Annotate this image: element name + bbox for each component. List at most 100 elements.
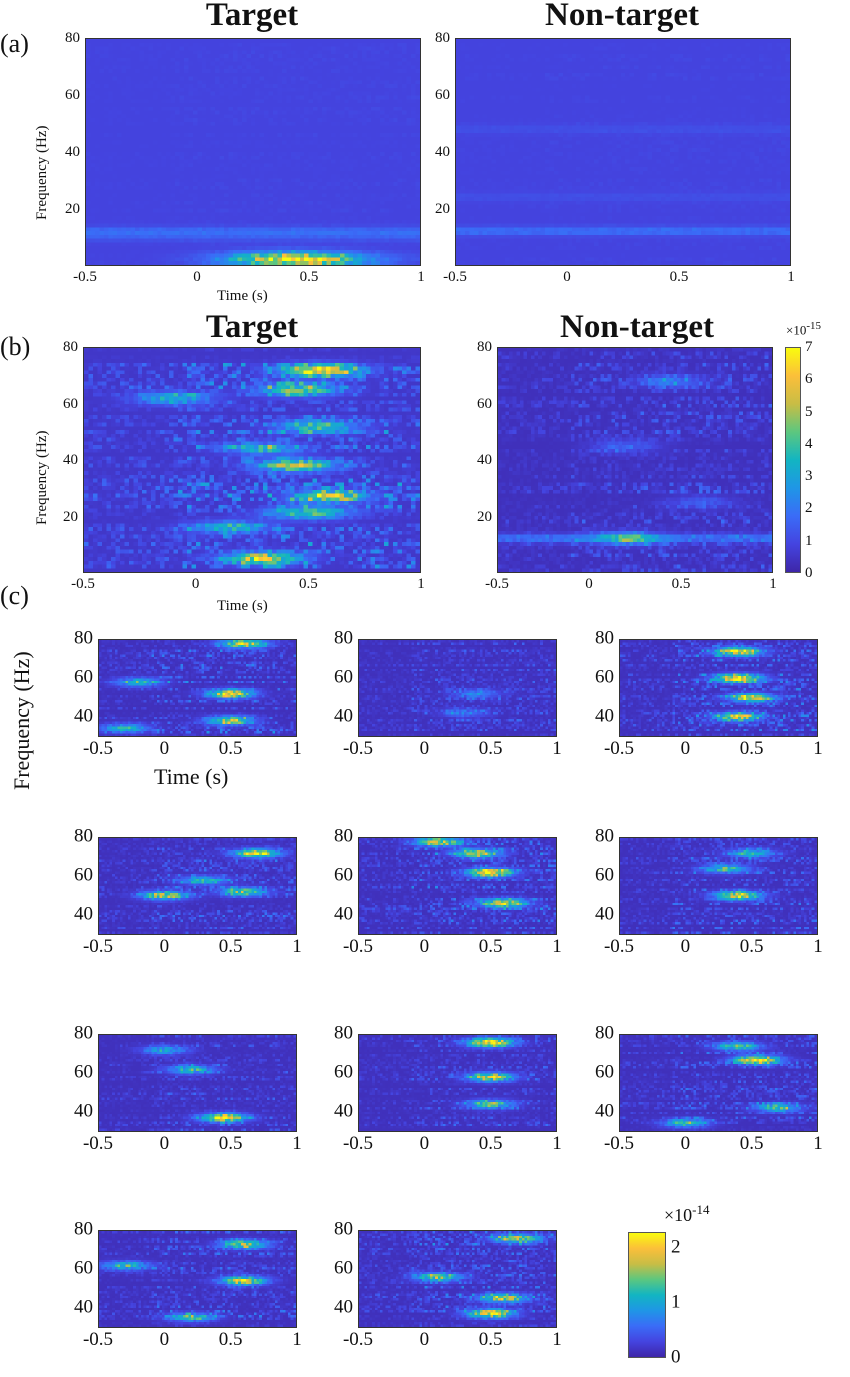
x-tick-label: -0.5	[73, 269, 97, 285]
heatmap-c7	[98, 1034, 297, 1132]
y-tick-label: 60	[334, 1257, 353, 1279]
heatmap-cells	[99, 1035, 296, 1131]
heatmap-cells	[84, 348, 420, 572]
x-tick-label: -0.5	[82, 936, 114, 957]
y-tick-label: 80	[334, 627, 353, 649]
y-tick-label: 60	[435, 86, 450, 103]
x-tick-label: 0	[680, 738, 691, 759]
y-tick-label: 20	[63, 508, 78, 525]
x-tick-label: 0	[585, 576, 593, 592]
y-tick-label: 60	[334, 864, 353, 886]
heatmap-cells	[99, 1231, 296, 1327]
y-tick-label: 80	[74, 627, 93, 649]
colorbar-tick-label: 2	[805, 500, 813, 517]
y-tick-label: 40	[595, 1100, 614, 1122]
y-tick-label: 60	[65, 86, 80, 103]
y-tick-label: 80	[477, 338, 492, 355]
colorbar-c	[628, 1232, 666, 1358]
x-tick-label: 1	[292, 1329, 302, 1350]
heatmap-c9	[619, 1034, 818, 1132]
x-tick-label: 1	[292, 738, 302, 759]
x-tick-label: 0.5	[739, 738, 764, 759]
x-tick-label: -0.5	[603, 936, 635, 957]
x-tick-label: -0.5	[342, 738, 374, 759]
x-tick-label: -0.5	[342, 1329, 374, 1350]
y-tick-label: 40	[334, 1296, 353, 1318]
heatmap-cells	[359, 1231, 556, 1327]
heatmap-c5	[358, 837, 557, 935]
y-tick-label: 40	[334, 1100, 353, 1122]
y-tick-label: 40	[74, 1100, 93, 1122]
x-tick-label: 0.5	[218, 1133, 243, 1154]
x-tick-label: 0	[419, 936, 430, 957]
heatmap-b-nontarget	[497, 347, 773, 573]
x-tick-label: -0.5	[603, 738, 635, 759]
x-tick-label: 1	[813, 936, 823, 957]
y-tick-label: 60	[477, 395, 492, 412]
y-tick-label: 80	[74, 825, 93, 847]
x-tick-label: 0	[563, 269, 571, 285]
x-tick-label: -0.5	[82, 1133, 114, 1154]
x-tick-label: 1	[813, 738, 823, 759]
heatmap-cells	[456, 39, 790, 265]
ylabel-b: Frequency (Hz)	[34, 430, 50, 525]
colorbar-tick-label: 3	[805, 467, 813, 484]
y-tick-label: 40	[334, 903, 353, 925]
y-tick-label: 40	[334, 705, 353, 727]
panel-label-c: (c)	[0, 581, 29, 610]
heatmap-cells	[86, 39, 420, 265]
y-tick-label: 60	[63, 395, 78, 412]
xlabel-b: Time (s)	[217, 598, 268, 614]
colorbar-b-exponent: ×10-15	[786, 320, 822, 338]
x-tick-label: 0.5	[671, 576, 691, 592]
xlabel-a: Time (s)	[217, 288, 268, 304]
y-tick-label: 60	[595, 864, 614, 886]
y-tick-label: 80	[65, 29, 80, 46]
heatmap-b-target	[83, 347, 421, 573]
x-tick-label: 1	[769, 576, 777, 592]
x-tick-label: 0.5	[478, 1133, 503, 1154]
y-tick-label: 60	[334, 666, 353, 688]
colorbar-tick-label: 5	[805, 403, 813, 420]
colorbar-b	[785, 347, 801, 573]
x-tick-label: 0	[159, 936, 170, 957]
heatmap-c1	[98, 639, 297, 737]
x-tick-label: 1	[813, 1133, 823, 1154]
heatmap-cells	[359, 1035, 556, 1131]
y-tick-label: 80	[334, 1022, 353, 1044]
heatmap-cells	[620, 1035, 817, 1131]
x-tick-label: 0	[159, 738, 170, 759]
x-tick-label: 0.5	[739, 1133, 764, 1154]
title-a-nontarget: Non-target	[545, 0, 699, 33]
heatmap-cells	[359, 838, 556, 934]
colorbar-tick-label: 1	[671, 1291, 681, 1313]
x-tick-label: 0.5	[299, 269, 319, 285]
colorbar-tick-label: 6	[805, 371, 813, 388]
y-tick-label: 80	[74, 1218, 93, 1240]
heatmap-c11	[358, 1230, 557, 1328]
x-tick-label: -0.5	[603, 1133, 635, 1154]
y-tick-label: 60	[334, 1061, 353, 1083]
y-tick-label: 60	[74, 666, 93, 688]
x-tick-label: -0.5	[82, 1329, 114, 1350]
y-tick-label: 80	[63, 338, 78, 355]
y-tick-label: 40	[63, 451, 78, 468]
heatmap-c8	[358, 1034, 557, 1132]
y-tick-label: 60	[595, 1061, 614, 1083]
heatmap-c6	[619, 837, 818, 935]
x-tick-label: 1	[417, 269, 425, 285]
x-tick-label: 0	[159, 1133, 170, 1154]
x-tick-label: 0	[680, 1133, 691, 1154]
x-tick-label: 0	[159, 1329, 170, 1350]
x-tick-label: 1	[552, 1133, 562, 1154]
x-tick-label: 0.5	[298, 576, 318, 592]
x-tick-label: 0	[419, 738, 430, 759]
colorbar-tick-label: 4	[805, 435, 813, 452]
x-tick-label: 0.5	[478, 1329, 503, 1350]
x-tick-label: 0.5	[478, 738, 503, 759]
y-tick-label: 40	[74, 1296, 93, 1318]
heatmap-c3	[619, 639, 818, 737]
y-tick-label: 60	[74, 1257, 93, 1279]
x-tick-label: 0	[419, 1329, 430, 1350]
x-tick-label: 1	[552, 1329, 562, 1350]
